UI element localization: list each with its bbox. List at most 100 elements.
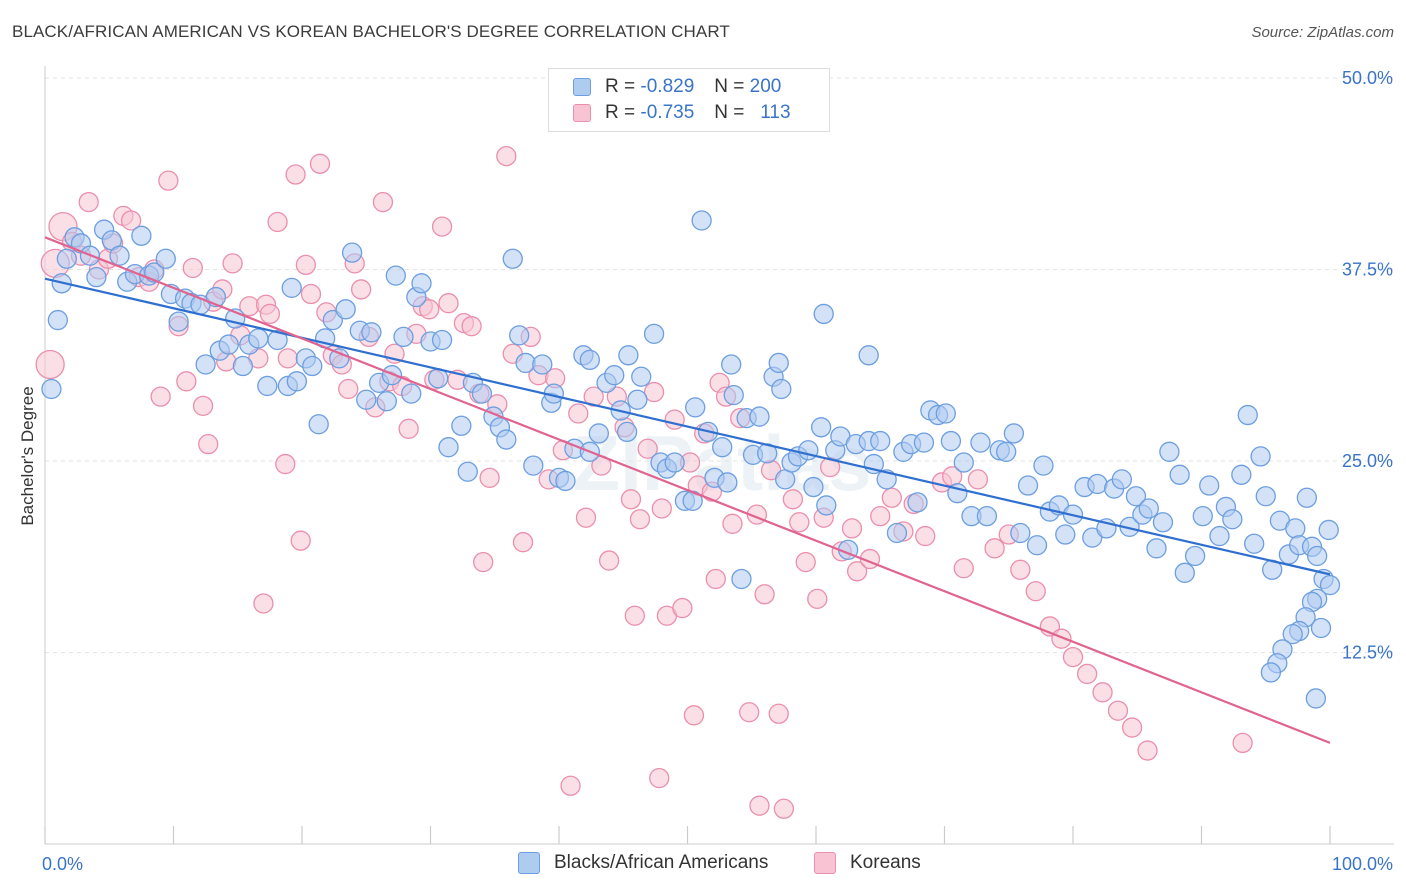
- korean-point: [807, 588, 828, 610]
- black-point: [502, 248, 523, 269]
- black-point: [1159, 441, 1180, 462]
- black-point: [1138, 498, 1159, 519]
- black-point: [1319, 574, 1341, 596]
- black-point: [1082, 527, 1103, 548]
- korean-point: [496, 145, 517, 167]
- source-credit: Source: ZipAtlas.com: [1251, 24, 1394, 41]
- korean-point: [461, 316, 482, 337]
- korean-point: [782, 489, 804, 510]
- black-point: [1255, 486, 1276, 507]
- black-point: [1237, 404, 1258, 426]
- black-point: [810, 417, 832, 438]
- korean-trend-line: [44, 236, 1331, 744]
- black-point: [618, 345, 639, 366]
- legend-item-blacks[interactable]: Blacks/African Americans: [518, 852, 768, 874]
- legend-row-koreans: R = -0.735 N = 113: [573, 101, 791, 125]
- black-point: [302, 355, 323, 377]
- legend-item-koreans[interactable]: Koreans: [814, 852, 921, 874]
- black-point: [691, 210, 712, 231]
- tick-labels: 12.5% 25.0% 37.5% 50.0% 0.0% 100.0%: [42, 68, 1393, 874]
- black-point: [731, 568, 752, 590]
- black-point: [813, 303, 834, 325]
- black-point: [1146, 538, 1167, 559]
- black-point: [308, 414, 329, 435]
- black-point: [803, 476, 824, 498]
- korean-point: [722, 513, 743, 534]
- black-point: [721, 354, 742, 375]
- korean-point: [372, 191, 394, 213]
- korean-point: [620, 489, 642, 510]
- black-point: [1307, 545, 1328, 567]
- korean-point: [192, 395, 214, 416]
- korean-point: [1062, 646, 1084, 668]
- black-point: [685, 397, 706, 418]
- black-point: [1055, 524, 1076, 545]
- korean-point: [953, 558, 974, 579]
- korean-point: [419, 299, 440, 320]
- korean-point: [575, 507, 597, 528]
- korean-point: [198, 433, 219, 455]
- korean-point: [881, 487, 902, 508]
- korean-point: [1051, 628, 1072, 649]
- black-point: [555, 470, 576, 492]
- y-tick-label: 37.5%: [1342, 260, 1393, 280]
- korean-point: [285, 164, 306, 185]
- korean-point: [1092, 682, 1113, 703]
- black-point: [1250, 446, 1271, 467]
- korean-point: [624, 605, 645, 626]
- black-point: [195, 354, 216, 375]
- korean-point: [984, 538, 1005, 559]
- korean-point: [350, 279, 372, 300]
- black-point: [1169, 464, 1190, 485]
- blue-swatch: [518, 852, 540, 874]
- black-point: [56, 248, 77, 269]
- x-tick-label: 100.0%: [1332, 854, 1393, 874]
- black-point: [1318, 519, 1339, 541]
- korean-point: [338, 378, 359, 400]
- black-point: [431, 329, 453, 351]
- black-point: [257, 375, 278, 397]
- y-tick-label: 50.0%: [1342, 68, 1393, 88]
- black-point: [532, 354, 553, 375]
- korean-point: [672, 597, 693, 619]
- korean-point: [754, 584, 775, 605]
- black-point: [604, 365, 625, 386]
- korean-point: [479, 467, 500, 489]
- y-axis-label: Bachelor's Degree: [18, 386, 37, 525]
- black-point: [1260, 662, 1282, 683]
- black-point: [1184, 545, 1206, 567]
- korean-point: [915, 525, 936, 547]
- black-point: [1125, 486, 1147, 507]
- black-point: [953, 452, 974, 473]
- r-value-koreans: -0.735: [640, 102, 695, 123]
- black-point: [643, 323, 665, 344]
- black-point: [976, 506, 998, 527]
- pink-swatch: [814, 852, 836, 874]
- black-point: [335, 299, 356, 320]
- black-point: [1285, 518, 1306, 539]
- black-point: [267, 329, 288, 351]
- legend-row-blacks: R = -0.829 N = 200: [573, 75, 781, 99]
- black-point: [771, 378, 792, 400]
- y-tick-label: 25.0%: [1342, 451, 1393, 471]
- korean-point: [768, 703, 789, 724]
- black-point: [996, 441, 1017, 462]
- black-point: [1244, 533, 1265, 554]
- black-point: [286, 371, 308, 392]
- korean-point: [1121, 717, 1143, 738]
- korean-point: [512, 532, 534, 553]
- black-point: [232, 355, 254, 377]
- black-point: [471, 383, 493, 404]
- black-point: [970, 432, 991, 453]
- korean-point: [78, 191, 99, 213]
- korean-point: [398, 418, 419, 439]
- korean-point: [35, 349, 65, 380]
- black-point: [1222, 509, 1243, 530]
- black-point: [712, 437, 733, 458]
- black-point: [218, 334, 239, 355]
- korean-point: [1137, 740, 1158, 761]
- black-point: [723, 384, 744, 406]
- korean-point: [629, 509, 651, 530]
- korean-point: [300, 283, 322, 305]
- black-point: [664, 452, 685, 473]
